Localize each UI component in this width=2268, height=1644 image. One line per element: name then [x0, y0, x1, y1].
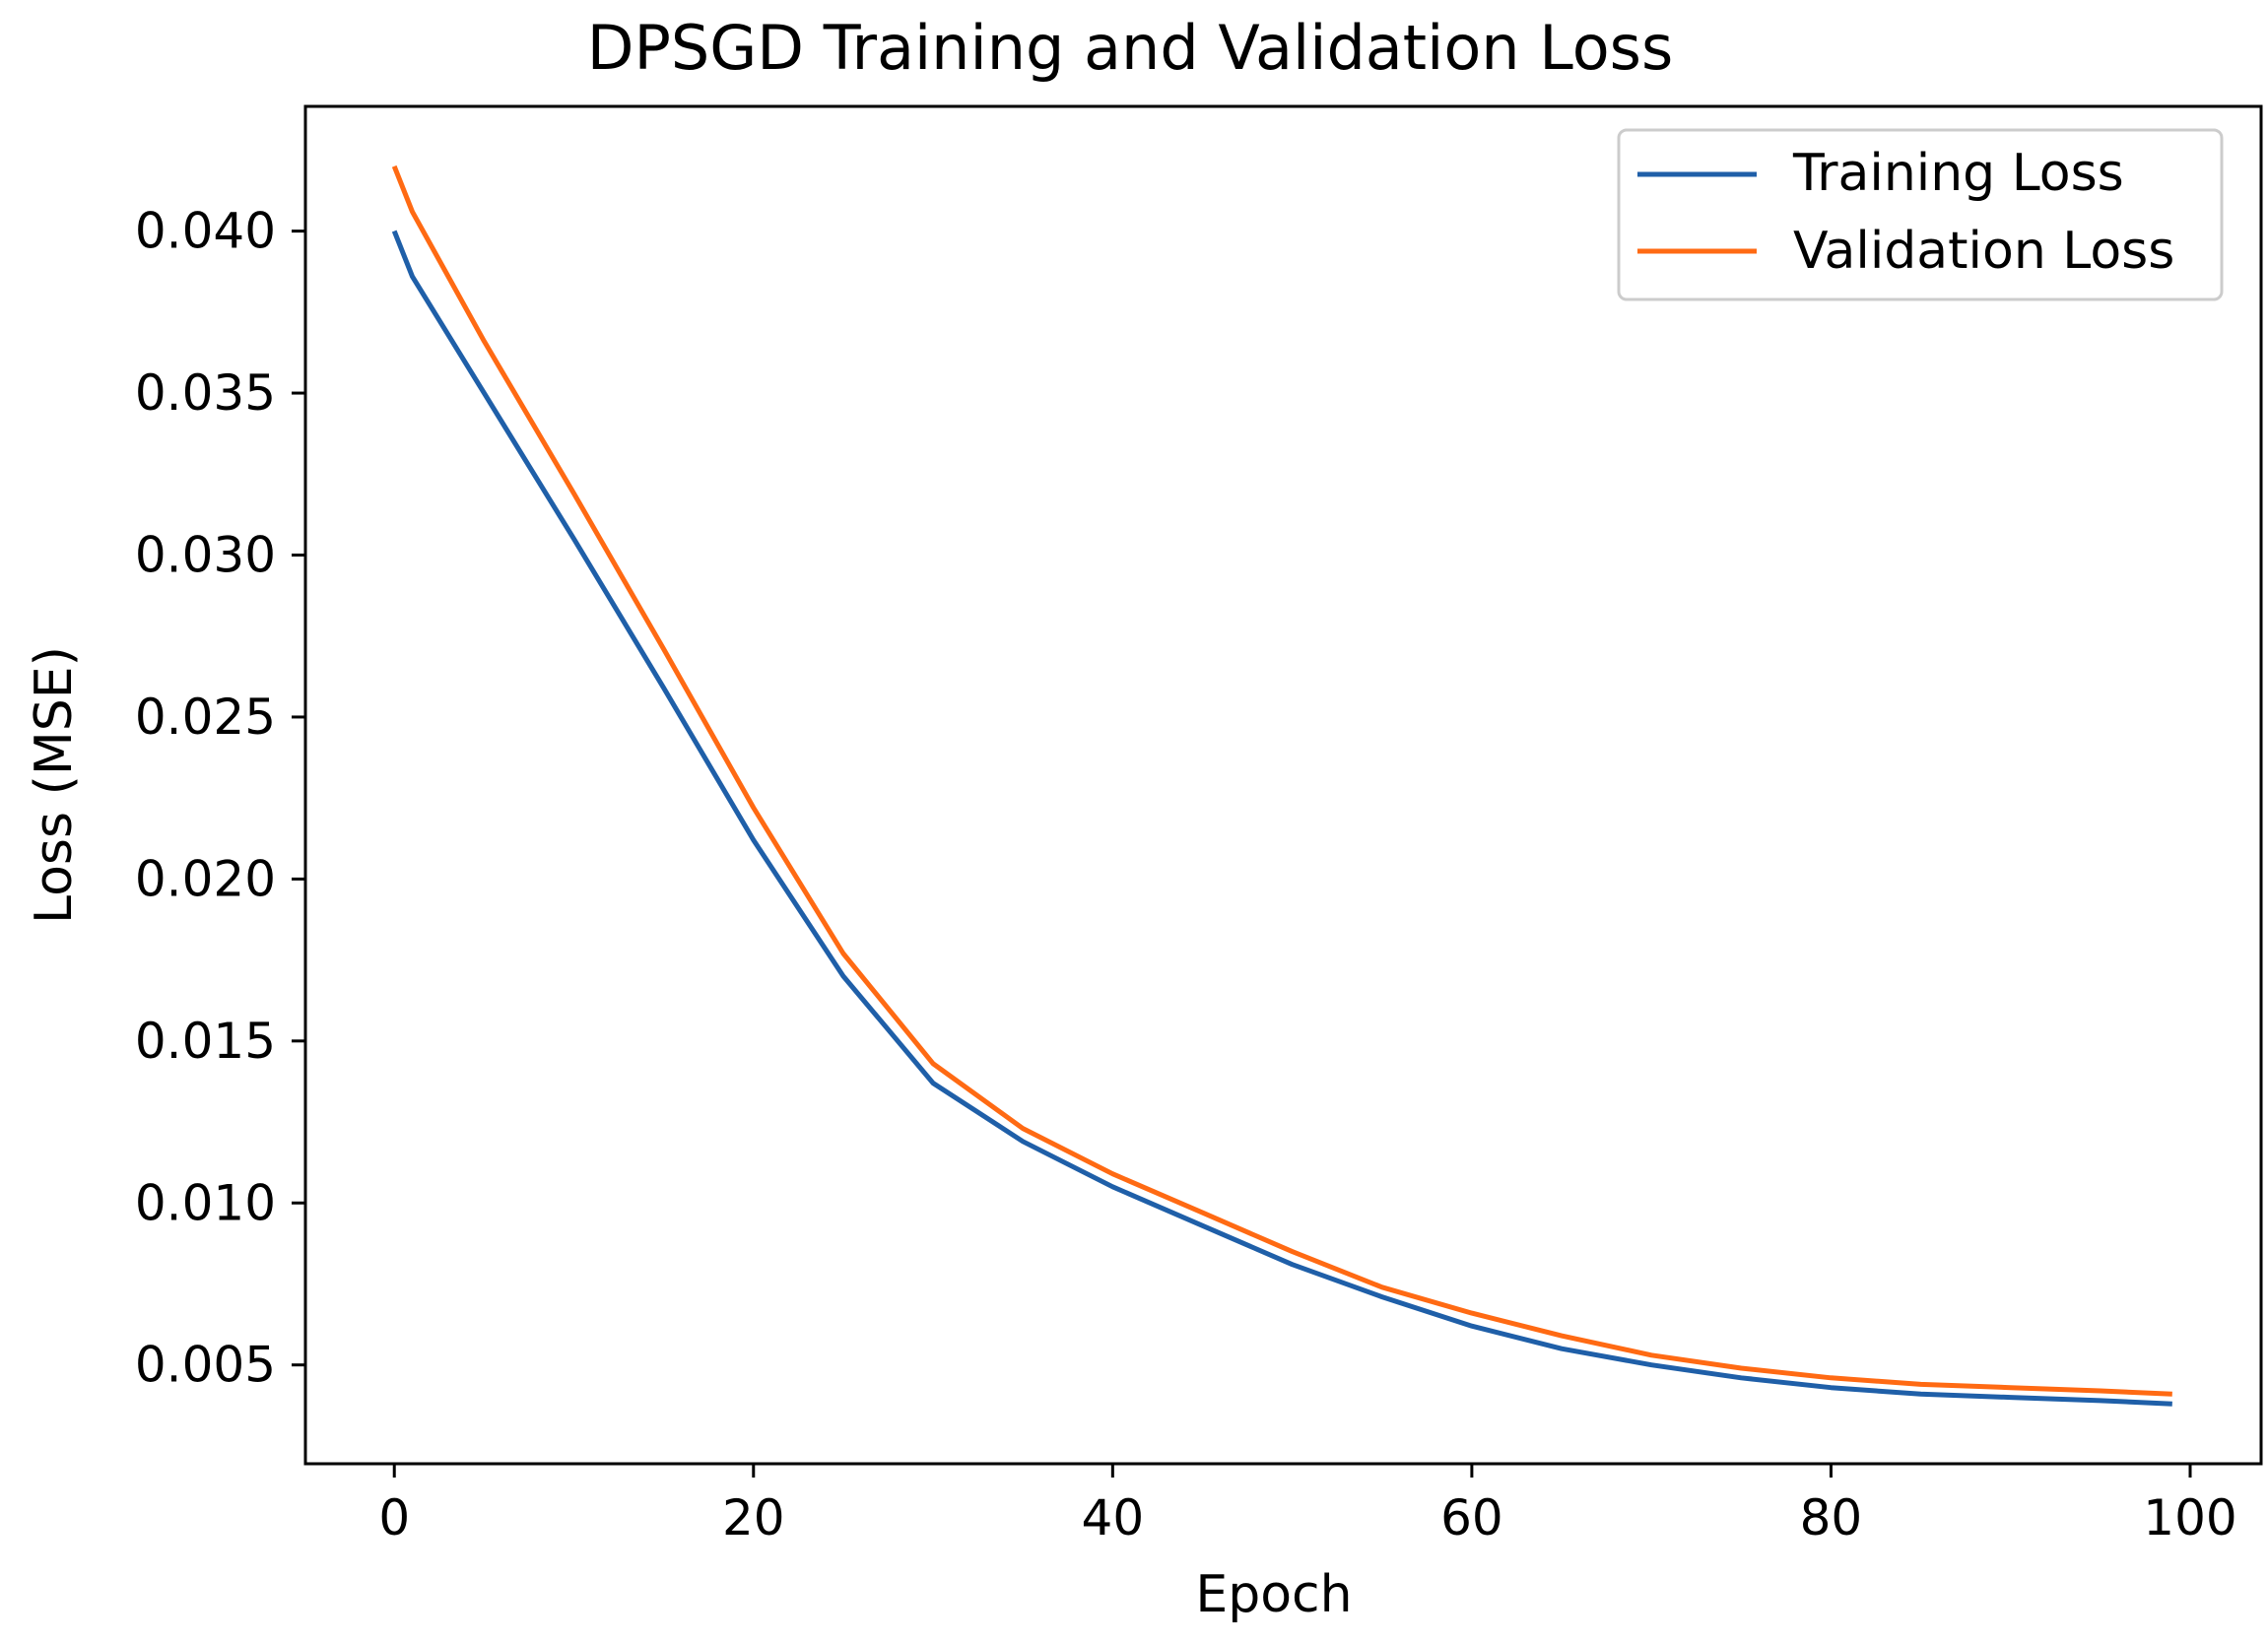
y-tick-label: 0.035: [135, 364, 276, 422]
x-axis-ticks: 0 20 40 60 80 100: [378, 1464, 2237, 1546]
y-tick-label: 0.015: [135, 1013, 276, 1070]
series-line-training-loss: [391, 230, 2172, 1407]
x-axis-label: Epoch: [1195, 1565, 1352, 1624]
legend: Training Loss Validation Loss: [1617, 128, 2224, 301]
chart-title: DPSGD Training and Validation Loss: [587, 12, 1674, 84]
plot-area-frame: [303, 104, 2263, 1466]
x-tick-label: 80: [1800, 1489, 1863, 1546]
y-tick-label: 0.040: [135, 203, 276, 260]
x-tick-label: 60: [1440, 1489, 1503, 1546]
y-tick-label: 0.005: [135, 1337, 276, 1394]
legend-box: [1617, 128, 2224, 301]
y-axis-ticks: 0.005 0.010 0.015 0.020 0.025 0.030 0.035 0.040: [135, 203, 305, 1394]
y-tick-label: 0.025: [135, 689, 276, 746]
x-tick-label: 40: [1082, 1489, 1145, 1546]
legend-label-validation-loss: Validation Loss: [1793, 222, 2174, 281]
x-tick-label: 20: [722, 1489, 785, 1546]
x-tick-label: 0: [378, 1489, 410, 1546]
legend-label-training-loss: Training Loss: [1792, 144, 2124, 203]
y-tick-label: 0.030: [135, 526, 276, 583]
y-axis-label: Loss (MSE): [25, 646, 84, 924]
y-tick-label: 0.010: [135, 1174, 276, 1231]
y-tick-label: 0.020: [135, 850, 276, 907]
series-line-validation-loss: [391, 164, 2172, 1397]
plot-lines: [391, 164, 2172, 1407]
x-tick-label: 100: [2143, 1489, 2236, 1546]
